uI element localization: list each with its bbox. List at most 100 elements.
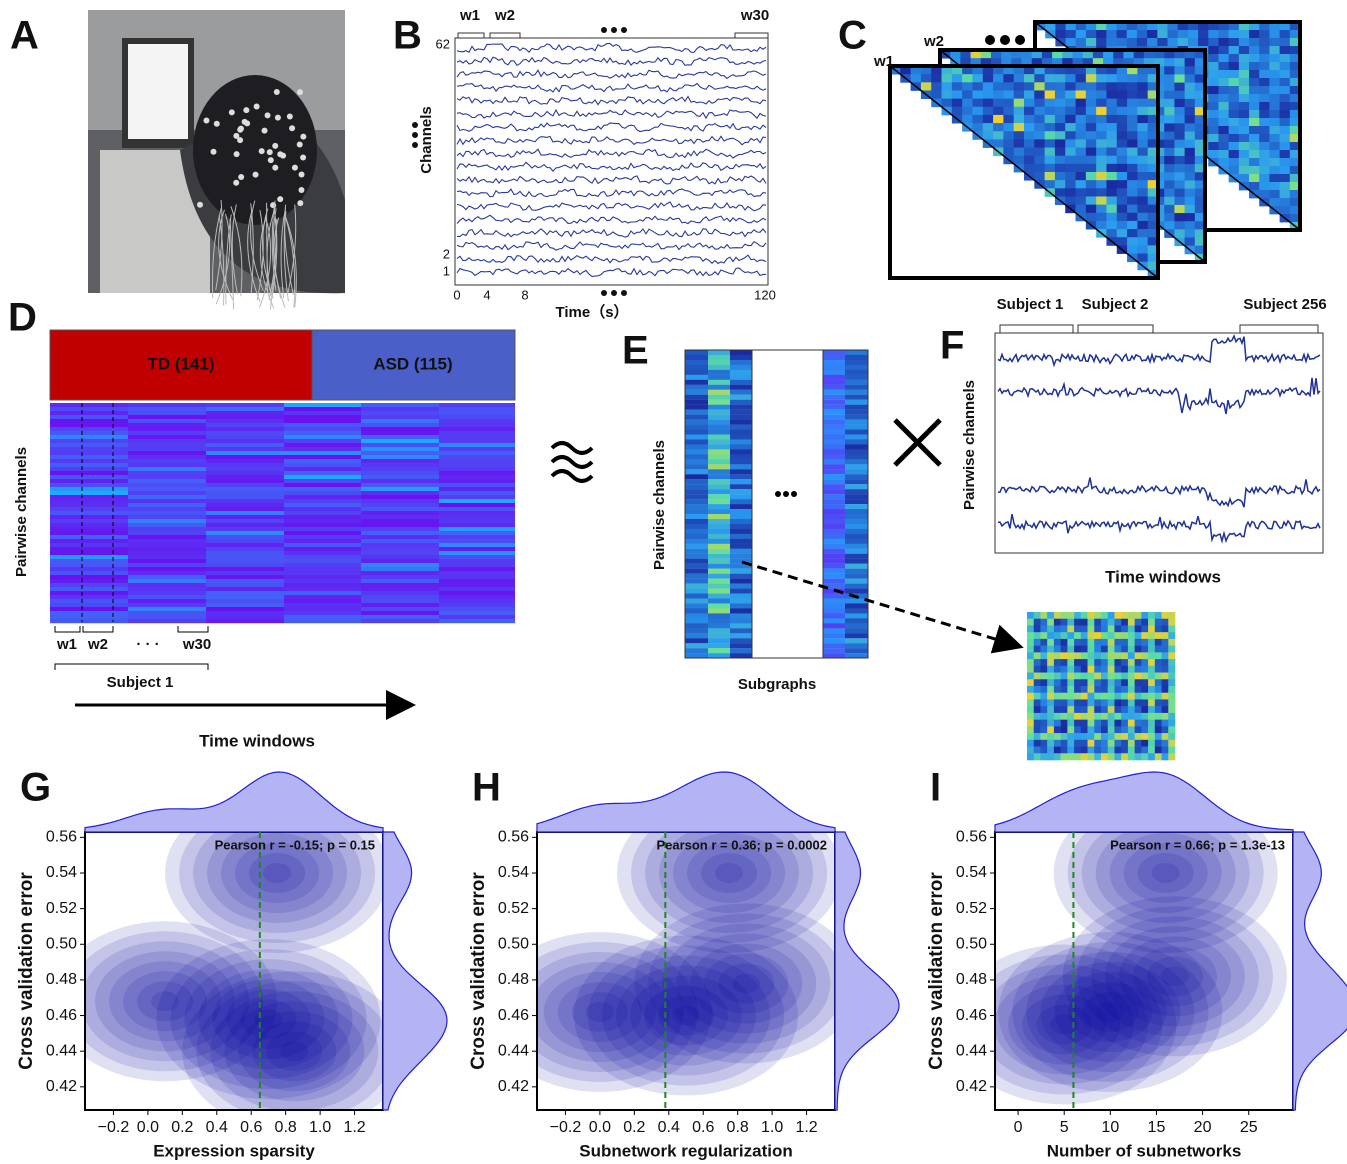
decoration xyxy=(1074,645,1082,653)
decoration xyxy=(1141,665,1149,673)
decoration xyxy=(1148,665,1156,673)
decoration xyxy=(845,469,868,475)
decoration xyxy=(50,603,128,608)
decoration xyxy=(1085,131,1097,140)
x-tick-label: 0.0 xyxy=(589,1119,611,1136)
decoration xyxy=(1141,659,1149,667)
decoration xyxy=(823,603,845,609)
decoration xyxy=(1024,90,1035,100)
density-peak xyxy=(249,852,306,893)
decoration xyxy=(920,74,932,83)
decoration xyxy=(361,547,439,552)
decoration xyxy=(243,107,250,114)
decoration xyxy=(206,603,284,608)
decoration xyxy=(1053,625,1061,633)
decoration xyxy=(730,543,752,549)
decoration xyxy=(1116,139,1128,148)
decoration xyxy=(128,503,206,508)
decoration xyxy=(685,608,708,614)
density-peak xyxy=(1076,906,1273,1047)
decoration xyxy=(708,504,730,510)
decoration xyxy=(845,414,868,420)
decoration xyxy=(1269,38,1281,47)
decoration xyxy=(1080,706,1088,714)
y-tick-label: 2 xyxy=(443,246,450,261)
decoration xyxy=(1228,158,1240,167)
decoration xyxy=(1065,74,1076,83)
decoration xyxy=(1289,102,1301,111)
decoration xyxy=(685,538,708,544)
decoration xyxy=(1067,652,1075,660)
decoration xyxy=(1134,719,1142,727)
decoration xyxy=(50,439,128,444)
decoration xyxy=(1062,58,1073,67)
decoration xyxy=(910,74,922,83)
decoration xyxy=(1044,74,1056,83)
decoration xyxy=(1094,652,1102,660)
y-tick-label: 62 xyxy=(436,36,450,51)
decoration xyxy=(1067,665,1075,673)
decoration xyxy=(1027,618,1035,626)
decoration xyxy=(1289,118,1301,127)
decoration xyxy=(1161,679,1169,687)
decoration xyxy=(284,595,361,600)
decoration xyxy=(1269,22,1281,31)
decoration xyxy=(1154,632,1162,640)
decoration xyxy=(1053,638,1061,646)
decoration xyxy=(1147,82,1159,91)
decoration xyxy=(361,595,439,600)
decoration xyxy=(730,568,752,574)
decoration xyxy=(708,474,730,480)
decoration xyxy=(997,513,1321,544)
decoration xyxy=(982,74,994,83)
decoration xyxy=(206,575,284,580)
decoration xyxy=(1087,638,1095,646)
y-tick-label: 0.50 xyxy=(498,935,529,952)
decoration xyxy=(730,523,752,530)
decoration xyxy=(1174,221,1186,230)
decoration xyxy=(1134,746,1142,754)
decoration xyxy=(1289,46,1301,55)
decoration xyxy=(1184,221,1196,230)
density-peak xyxy=(137,981,194,1022)
y-label: Pairwise channels xyxy=(651,440,668,570)
decoration xyxy=(1096,38,1107,47)
decoration xyxy=(845,419,868,425)
decoration xyxy=(1034,114,1046,124)
decoration xyxy=(708,374,730,380)
decoration xyxy=(1168,726,1176,734)
decoration xyxy=(361,603,439,608)
decoration xyxy=(1027,645,1035,653)
decoration xyxy=(1259,166,1270,175)
decoration xyxy=(730,608,752,614)
decoration xyxy=(1161,719,1169,727)
decoration xyxy=(1121,672,1129,680)
decoration xyxy=(1040,739,1048,747)
decoration xyxy=(439,503,515,508)
decoration xyxy=(439,555,515,560)
decoration xyxy=(1072,58,1084,67)
decoration xyxy=(1141,692,1149,700)
decoration xyxy=(1047,692,1055,700)
decoration xyxy=(1161,746,1169,754)
decoration xyxy=(1082,58,1094,67)
decoration xyxy=(1106,155,1118,165)
decoration xyxy=(1249,102,1260,111)
decoration xyxy=(685,588,708,594)
density-peak xyxy=(182,971,383,1110)
decoration xyxy=(1114,753,1122,761)
decoration xyxy=(361,551,439,556)
decoration xyxy=(1065,131,1076,140)
decoration xyxy=(1249,150,1260,159)
decoration xyxy=(284,467,361,472)
decoration xyxy=(1075,74,1087,83)
decoration xyxy=(128,523,206,528)
decoration xyxy=(1085,180,1097,189)
decoration xyxy=(1127,229,1138,238)
decoration xyxy=(1047,632,1055,640)
decoration xyxy=(845,364,868,371)
decoration xyxy=(1033,746,1041,754)
decoration xyxy=(1134,638,1142,646)
decoration xyxy=(982,82,994,91)
decoration xyxy=(284,527,361,532)
